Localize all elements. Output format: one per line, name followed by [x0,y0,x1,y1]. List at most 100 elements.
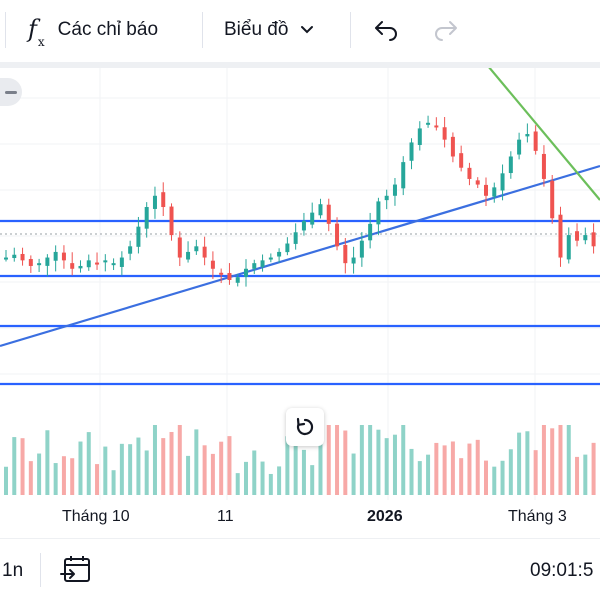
candle-body [575,231,580,241]
volume-bar [310,465,315,495]
price-chart[interactable] [0,68,600,500]
volume-bar [566,425,571,495]
time-axis[interactable]: Tháng 10 11 2026 Tháng 3 [0,500,600,538]
volume-bar [541,425,546,495]
candle-body [186,251,191,260]
volume-bar [4,466,8,495]
candle-body [12,254,17,259]
candle-body [20,253,25,261]
volume-bar [517,432,522,495]
volume-bar [235,473,240,495]
chart-pane[interactable] [0,68,600,500]
volume-bar [202,445,207,495]
candle-body [459,153,464,168]
candle-body [492,187,497,197]
candle-body [95,262,100,265]
candle-body [202,246,207,258]
indicators-button[interactable]: fx Các chỉ báo [28,10,158,50]
candle-body [152,195,157,209]
undo-icon [375,21,397,41]
candle-body [177,237,182,258]
candle-body [566,235,571,260]
volume-bar [12,437,17,495]
candle-body [111,263,116,266]
candle-body [4,257,8,260]
candle-body [103,260,108,263]
candle-body [591,232,596,247]
candle-body [392,184,397,196]
candle-body [45,257,50,266]
candlesticks [4,115,596,287]
time-tick: Tháng 10 [62,508,130,525]
top-toolbar: fx Các chỉ báo Biểu đồ [0,0,600,62]
candle-body [144,207,149,229]
candle-body [508,156,513,174]
volume-bar [583,454,588,495]
interval-button[interactable]: 1n [2,560,24,581]
volume-bar [136,437,141,495]
goto-date-icon[interactable] [60,555,92,585]
trend-line-down [488,68,600,201]
candle-body [277,251,282,257]
time-tick-year: 2026 [367,508,403,525]
redo-button[interactable] [432,10,460,50]
trend-line-up [0,164,600,348]
volume-bar [45,430,50,495]
candle-body [500,173,505,191]
time-tick: 11 [217,508,234,525]
bottom-divider [40,553,41,587]
candle-body [169,206,174,236]
chart-type-button[interactable]: Biểu đồ [224,10,314,50]
volume-bar [252,450,257,495]
function-fx-icon: fx [28,14,45,50]
reset-chart-button[interactable] [286,408,324,446]
volume-bar [128,444,133,495]
volume-bar [95,464,100,495]
collapse-panel-button[interactable] [0,78,22,106]
volume-bar [61,456,66,495]
clock-readout: 09:01:5 [530,560,594,581]
chevron-down-icon [300,25,314,35]
undo-button[interactable] [372,10,400,50]
candle-body [450,136,455,157]
volume-bar [450,441,455,495]
volume-bar [318,442,323,495]
candle-body [525,134,530,137]
volume-bar [37,453,42,495]
volume-bar [152,425,157,495]
bottom-bar: 1n 09:01:5 [0,538,600,600]
volume-bar [293,425,298,495]
candle-body [409,142,414,161]
volume-bar [70,458,75,495]
volume-bar [186,455,191,495]
volume-bar [219,441,224,495]
volume-bar [326,425,331,495]
volume-bar [103,446,108,495]
volume-bar [169,431,174,495]
candle-body [310,212,315,225]
candle-body [244,268,248,277]
volume-bar [244,461,248,495]
volume-bar [500,460,505,495]
candle-body [467,167,472,179]
volume-bar [376,429,381,495]
candle-body [517,139,522,155]
volume-bar [177,425,182,495]
candle-body [417,128,422,145]
volume-bar [301,449,306,495]
chart-type-label: Biểu đồ [224,19,289,40]
candle-body [583,235,588,241]
toolbar-divider [350,12,351,48]
candle-body [70,263,75,269]
volume-bar [20,438,25,495]
volume-bar [525,431,530,495]
volume-bar [351,453,356,495]
candle-body [368,223,373,241]
redo-icon [435,21,457,41]
volume-bar [368,425,373,495]
candle-body [161,192,166,208]
volume-bar [484,460,488,495]
volume-bar [508,449,513,495]
candle-body [86,260,91,268]
volume-bar [210,453,215,495]
